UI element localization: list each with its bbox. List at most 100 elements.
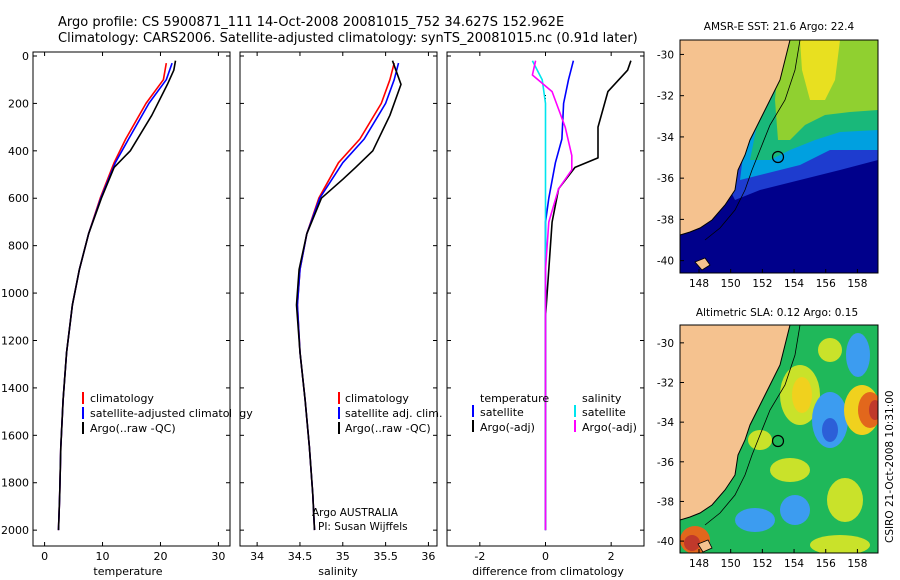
header-line-1: Argo profile: CS 5900871_111 14-Oct-2008… [58,15,564,30]
depth-axis: 0 200 400 600 800 1000 1200 1400 1600 1800 2000 [1,50,644,537]
salinity-xtick-label: 36 [421,550,435,563]
sla-lat-label: -38 [657,496,674,508]
sst-lat-label: -36 [657,173,674,185]
salinity-xlabel: salinity [318,565,358,578]
sla-map-frame [679,324,879,554]
depth-tick-label: 1200 [1,334,29,347]
sla-shelf-contour [704,325,801,526]
depth-tick-label: 1000 [1,287,29,300]
sla-blob-1-core [792,377,812,413]
depth-tick-label: 400 [8,145,29,158]
sla-lon-label: 150 [721,558,741,570]
sla-blob-11 [748,430,772,450]
difference-salinity-satellite-line [531,60,547,531]
legend-sal-title: salinity [582,392,622,405]
depth-tick-label: 0 [22,50,29,63]
sla-blob-6 [770,458,810,482]
sla-lat-label: -40 [657,536,674,548]
sla-lat-label: -32 [657,377,674,389]
salinity-argo-raw-qc-line [295,60,402,531]
sst-map [680,40,878,273]
legend-label-climatology: climatology [90,392,154,405]
side-label: CSIRO 21-Oct-2008 10:31:00 [884,390,896,543]
credit-line-1: Argo AUSTRALIA [312,507,399,519]
sla-blob-3-center [869,400,878,420]
sst-map-ticks: -30 -32 -34 -36 -38 -40 148 150 152 154 156 158 [657,49,868,290]
difference-temperature-argo-adj-line [544,60,632,531]
sst-land [680,40,790,235]
sla-blob-7 [780,495,810,525]
salinity-xtick-label: 34.5 [288,550,313,563]
difference-legend: temperature satellite Argo(-adj) salinit… [472,392,637,434]
legend-label-argo: Argo(..raw -QC) [345,422,431,435]
sst-lon-label: 154 [784,278,804,290]
salinity-xtick-label: 35 [336,550,350,563]
sst-lat-label: -38 [657,214,674,226]
salinity-xtick-label: 34 [250,550,264,563]
sst-argo-marker [771,150,785,164]
legend-label-satellite: satellite adj. clim. [345,407,442,420]
sla-blob-8 [827,478,863,522]
salinity-plot-frame [239,51,438,547]
sst-coastline [680,40,791,236]
legend-label-satellite: satellite-adjusted climatology [90,407,253,420]
credit-line-2: PI: Susan Wijffels [318,521,408,533]
legend-clip-mask [231,392,240,436]
sst-lat-label: -40 [657,256,674,268]
depth-tick-label: 600 [8,192,29,205]
temperature-satellite-adjusted-climatology-line [57,62,173,531]
legend-label-temp-satellite: satellite [480,406,524,419]
sla-blob-9 [810,535,870,553]
difference-xtick-label: -2 [474,550,485,563]
difference-salinity-argo-adj-line [531,60,573,531]
salinity-climatology-line [296,62,395,531]
temperature-xtick-label: 30 [211,550,225,563]
sst-lon-label: 152 [752,278,772,290]
sst-lat-label: -34 [657,132,674,144]
depth-tick-label: 800 [8,240,29,253]
legend-label-temp-argo: Argo(-adj) [480,421,535,434]
legend-label-sal-satellite: satellite [582,406,626,419]
depth-tick-label: 1600 [1,429,29,442]
sla-lon-label: 152 [752,558,772,570]
sla-lat-label: -36 [657,457,674,469]
x-axes: 0 10 20 30 34 34.5 35 35.5 36 -2 0 2 [41,52,615,563]
sst-lat-label: -30 [657,49,674,61]
sla-lon-label: 156 [816,558,836,570]
difference-temperature-satellite-line [544,60,575,531]
header-line-2: Climatology: CARS2006. Satellite-adjuste… [58,31,638,46]
temperature-argo-raw-qc-line [57,60,177,531]
sla-lon-label: 148 [689,558,709,570]
sst-water-hot [800,40,840,100]
salinity-satellite-adj-clim-line [296,62,400,531]
difference-xtick-label: 0 [542,550,549,563]
temperature-xtick-label: 0 [41,550,48,563]
sst-lon-label: 158 [847,278,867,290]
difference-xtick-label: 2 [608,550,615,563]
difference-xlabel: difference from climatology [472,565,624,578]
sst-lon-label: 156 [816,278,836,290]
temperature-legend: climatology satellite-adjusted climatolo… [82,392,253,435]
legend-label-argo: Argo(..raw -QC) [90,422,176,435]
temperature-xtick-label: 20 [153,550,167,563]
sla-map [680,325,878,553]
salinity-xtick-label: 35.5 [373,550,398,563]
sla-lon-label: 158 [847,558,867,570]
sla-blob-12-core [684,535,700,551]
legend-temp-title: temperature [480,392,549,405]
temperature-xtick-label: 10 [96,550,110,563]
sst-shelf-contour [704,40,801,241]
depth-tick-label: 200 [8,97,29,110]
sla-blob-2-core [822,418,838,442]
profile-series [57,60,632,531]
salinity-legend: climatology satellite adj. clim. Argo(..… [338,392,442,435]
sla-blob-10 [735,508,775,532]
sla-coastline [680,325,791,521]
depth-tick-label: 1800 [1,477,29,490]
sla-island [697,539,713,553]
temperature-xlabel: temperature [93,565,162,578]
sst-lat-label: -32 [657,91,674,103]
legend-label-climatology: climatology [345,392,409,405]
sla-map-title: Altimetric SLA: 0.12 Argo: 0.15 [696,307,858,319]
